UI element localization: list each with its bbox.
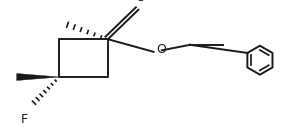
- Text: F: F: [21, 113, 28, 126]
- Polygon shape: [17, 74, 59, 80]
- Text: O: O: [135, 0, 145, 4]
- Text: O: O: [156, 43, 166, 56]
